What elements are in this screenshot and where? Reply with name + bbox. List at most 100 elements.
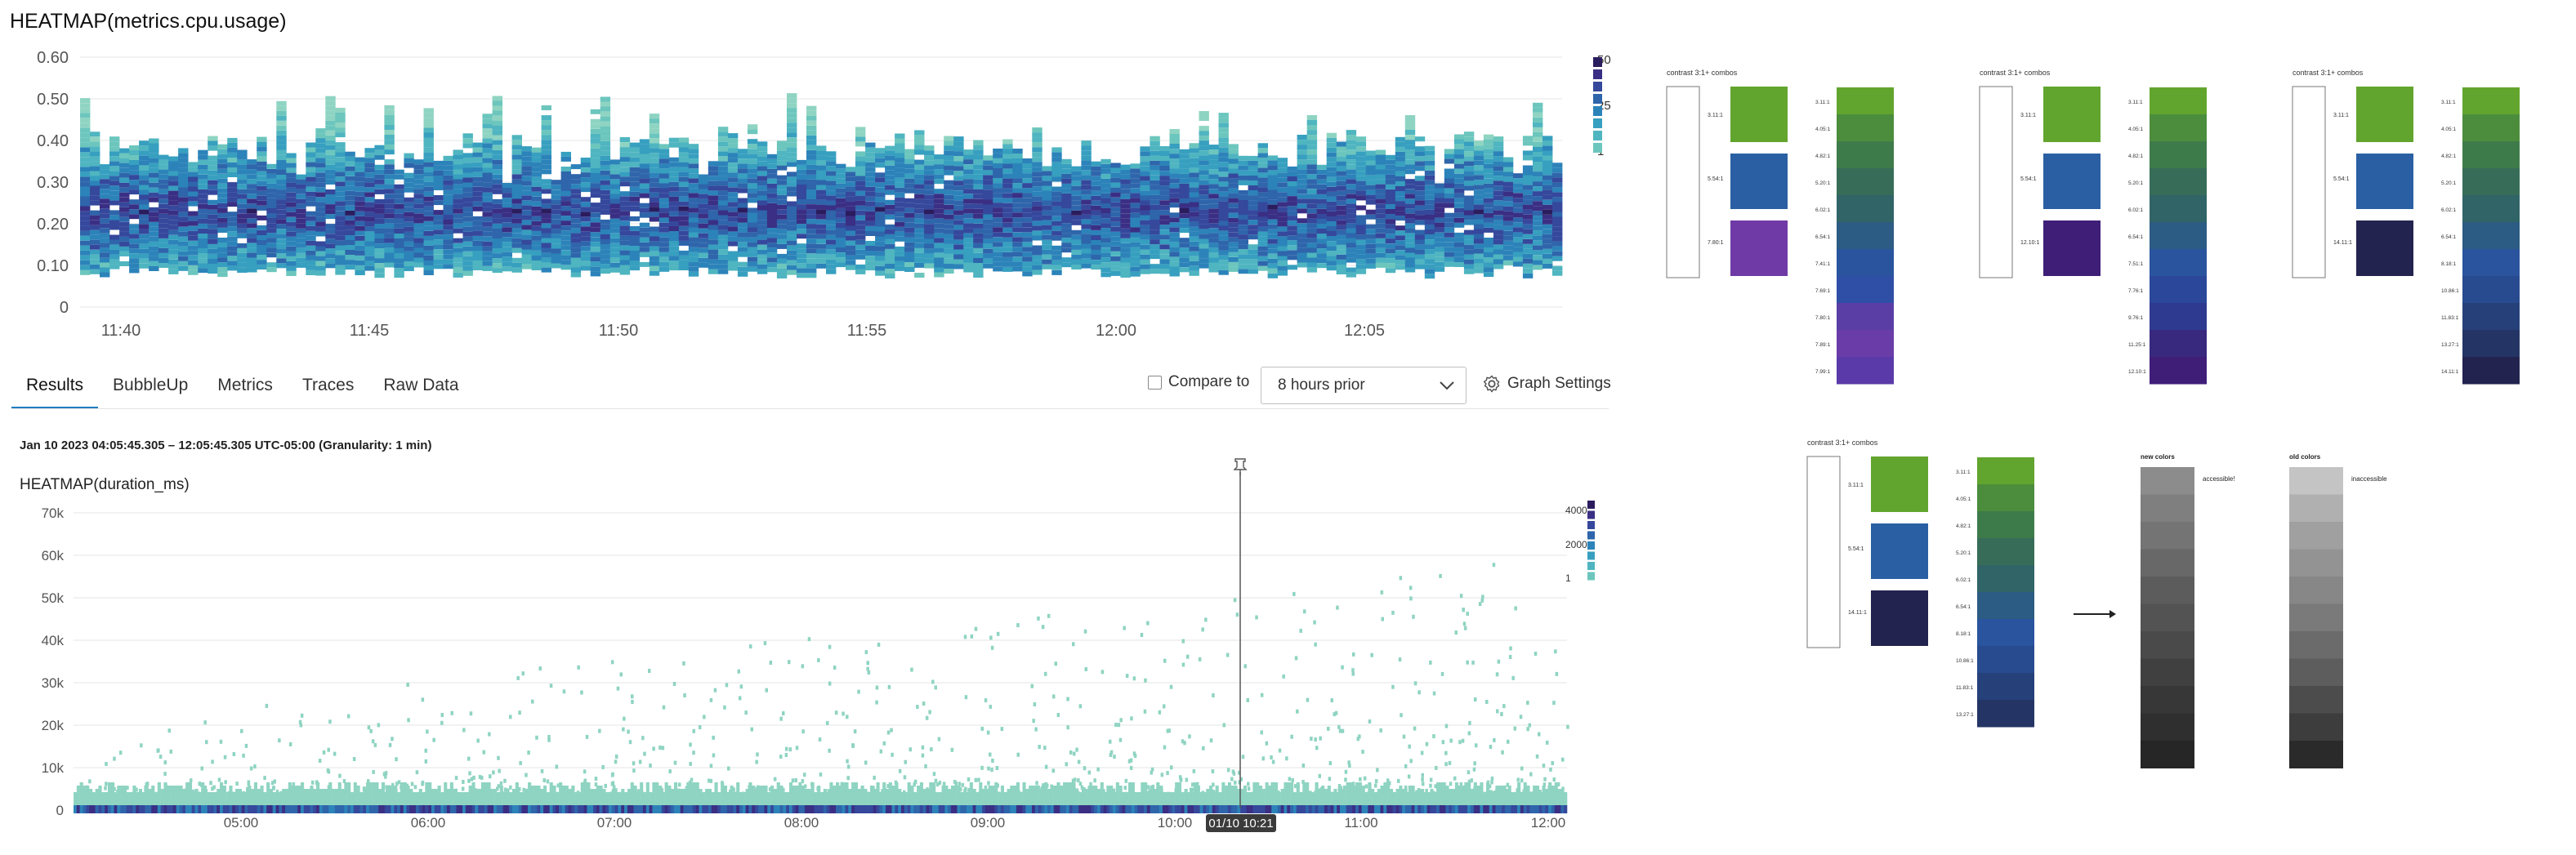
heatmap-cell [580,265,592,271]
heatmap-cell [237,174,248,180]
heatmap-cell [639,154,650,159]
heatmap-cell [1297,179,1307,185]
heatmap-cpu-chart[interactable]: 0.60 0.50 0.40 0.30 0.20 0.10 0 11:40 11… [0,0,1634,359]
heatmap-cell [1493,205,1504,211]
heatmap-cell [747,212,758,218]
heatmap-cell [668,226,680,231]
heatmap-cell [1091,180,1101,186]
heatmap-cell [1218,118,1229,123]
heatmap-cell [1063,805,1067,813]
heatmap-cell [836,233,846,238]
heatmap-cell [1169,256,1180,262]
heatmap-cell [826,161,837,167]
heatmap-cell [237,218,248,224]
heatmap-cell [391,737,394,741]
heatmap-cell [1167,728,1171,733]
heatmap-duration-chart[interactable]: 70k 60k 50k 40k 30k 20k 10k 0 05:00 06:0… [0,441,1634,855]
heatmap-cell [237,233,248,238]
heatmap-cell [1453,173,1465,179]
tab-bubbleup[interactable]: BubbleUp [113,376,189,394]
heatmap-cell [629,261,641,265]
heatmap-cell [1493,141,1504,147]
heatmap-cell [79,805,83,813]
graph-settings-button[interactable]: Graph Settings [1483,375,1611,393]
heatmap-cell [1007,805,1011,813]
heatmap-cell [600,155,611,161]
heatmap-cell [100,169,110,175]
heatmap-cell [266,208,277,213]
heatmap-cell [191,805,195,813]
heatmap-cell [1208,169,1219,175]
heatmap-cell [1483,222,1494,228]
heatmap-cell [944,185,954,190]
heatmap-cell [787,216,797,221]
heatmap-cell [953,244,964,250]
heatmap-cell [885,165,895,171]
heatmap-cell [875,153,886,158]
heatmap-cell [963,267,974,273]
heatmap-cell [926,805,930,813]
compare-checkbox[interactable] [1148,375,1162,390]
heatmap-cell [1526,786,1530,805]
heatmap-cell [727,226,739,232]
heatmap-cell [875,187,886,193]
heatmap-cell [74,792,78,805]
legend-swatch [1593,131,1602,140]
heatmap-cell [1552,270,1563,276]
heatmap-cell [658,805,663,813]
heatmap-cell [924,194,935,200]
heatmap-cell [1140,146,1150,152]
heatmap-cell [1110,187,1121,193]
heatmap-cell [708,254,719,260]
tab-raw-data[interactable]: Raw Data [383,376,459,394]
heatmap-cell [217,173,228,179]
heatmap-cell [276,185,287,190]
heatmap-cell [668,196,680,202]
heatmap-cell [1324,805,1328,813]
heatmap-cell [1302,805,1306,813]
heatmap-cell [1297,149,1307,155]
tab-metrics[interactable]: Metrics [217,376,273,394]
heatmap-cell [836,223,846,228]
heatmap-cell [395,782,399,786]
heatmap-cell [944,238,954,244]
heatmap-cell [668,191,680,197]
heatmap-cell [350,792,355,805]
heatmap-cell [1326,256,1337,261]
heatmap-cell [1533,265,1543,270]
heatmap-cell [609,213,621,219]
heatmap-cell [110,805,114,813]
heatmap-cell [1363,776,1367,781]
heatmap-cell [374,154,385,160]
heatmap-cell [1306,198,1318,204]
heatmap-duration-cells[interactable] [74,563,1569,813]
heatmap-cell [80,186,91,192]
heatmap-cell [80,240,91,246]
heatmap-cell [1199,175,1209,180]
heatmap-cell [1257,182,1268,188]
heatmap-cell [453,198,463,204]
heatmap-cell [560,225,571,231]
heatmap-cell [1169,203,1180,208]
tab-traces[interactable]: Traces [301,376,355,394]
heatmap-cell [757,259,768,265]
heatmap-cpu-cells[interactable] [80,93,1563,279]
heatmap-cell [1172,805,1176,813]
heatmap-cell [325,199,336,204]
heatmap-cell [737,237,748,243]
heatmap-cell [953,259,964,265]
heatmap-cell [1512,203,1524,208]
heatmap-cell [1483,149,1494,154]
heatmap-cell [1502,167,1514,172]
heatmap-cell [1022,203,1033,208]
compare-toggle[interactable]: Compare to [1148,373,1249,391]
heatmap-cell [668,167,680,172]
heatmap-cell [521,176,532,181]
heatmap-cell [600,225,611,229]
legend-swatch [1593,118,1602,128]
compare-period-select[interactable]: 8 hours prior [1261,367,1467,404]
heatmap-cell [235,805,239,813]
heatmap-cell [119,153,130,158]
tab-results[interactable]: Results [11,369,99,409]
heatmap-cell [1218,250,1229,256]
